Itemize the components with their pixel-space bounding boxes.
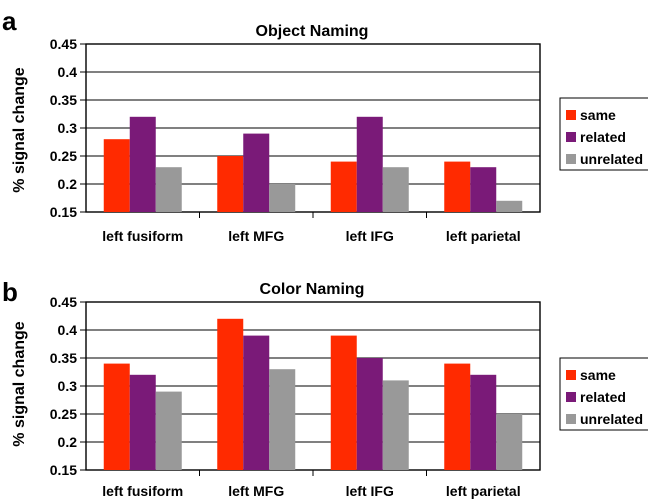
category-label-a-3: left parietal <box>446 228 521 244</box>
panel-label-b: b <box>2 277 18 307</box>
y-tick-label-a-1: 0.2 <box>58 176 78 192</box>
plot-area-a: 0.15 0.2 0.25 0.3 0.35 0.4 0.45 left fusiform le… <box>50 36 541 244</box>
y-tick-label-a-2: 0.25 <box>50 148 77 164</box>
panel-label-a: a <box>2 6 17 36</box>
bar-b-same-0 <box>103 363 130 470</box>
chart-title-b: Color Naming <box>260 281 365 298</box>
legend-label-b-same: same <box>580 367 616 383</box>
y-tick-label-b-4: 0.35 <box>50 350 77 366</box>
legend-a: same related unrelated <box>559 97 648 171</box>
bar-a-unrelated-1 <box>269 184 296 212</box>
legend-swatch-b-same <box>566 370 576 380</box>
bar-a-same-2 <box>330 161 357 212</box>
category-label-b-3: left parietal <box>446 483 521 499</box>
legend-label-a-same: same <box>580 107 616 123</box>
bar-b-related-2 <box>356 358 383 470</box>
legend-b: same related unrelated <box>559 357 648 431</box>
legend-swatch-a-unrelated <box>566 154 576 164</box>
y-tick-label-b-0: 0.15 <box>50 462 77 478</box>
legend-swatch-a-related <box>566 132 576 142</box>
panel-object-naming: a Object Naming % signal change 0.150.20… <box>2 6 648 244</box>
bar-b-unrelated-0 <box>155 391 182 470</box>
bar-a-same-0 <box>103 139 130 212</box>
category-label-b-1: left MFG <box>228 483 284 499</box>
category-label-b-0: left fusiform <box>102 483 183 499</box>
plot-area-b: 0.15 0.2 0.25 0.3 0.35 0.4 0.45 left fusiform le… <box>50 294 541 499</box>
category-label-a-2: left IFG <box>346 228 394 244</box>
category-label-b-2: left IFG <box>346 483 394 499</box>
y-tick-label-b-2: 0.25 <box>50 406 77 422</box>
bar-b-unrelated-1 <box>269 369 296 470</box>
y-tick-label-a-3: 0.3 <box>58 120 78 136</box>
bar-a-related-0 <box>129 116 156 212</box>
bar-b-same-2 <box>330 335 357 470</box>
y-tick-label-a-4: 0.35 <box>50 92 77 108</box>
bar-a-unrelated-0 <box>155 167 182 212</box>
legend-swatch-a-same <box>566 110 576 120</box>
y-tick-label-b-3: 0.3 <box>58 378 78 394</box>
legend-label-b-unrelated: unrelated <box>580 411 643 427</box>
legend-swatch-b-unrelated <box>566 414 576 424</box>
bar-b-unrelated-2 <box>382 380 409 470</box>
y-tick-label-b-1: 0.2 <box>58 434 78 450</box>
bar-b-related-3 <box>470 374 497 470</box>
bar-b-unrelated-3 <box>496 414 523 470</box>
legend-label-a-unrelated: unrelated <box>580 151 643 167</box>
y-tick-label-b-6: 0.45 <box>50 294 77 310</box>
bar-a-unrelated-3 <box>496 200 523 212</box>
bar-a-related-2 <box>356 116 383 212</box>
bar-a-same-1 <box>217 156 244 212</box>
category-label-a-0: left fusiform <box>102 228 183 244</box>
legend-label-b-related: related <box>580 389 626 405</box>
bar-a-related-1 <box>243 133 270 212</box>
bar-a-unrelated-2 <box>382 167 409 212</box>
bar-a-same-3 <box>444 161 471 212</box>
y-tick-label-a-5: 0.4 <box>58 64 78 80</box>
bar-b-same-1 <box>217 318 244 470</box>
bar-a-related-3 <box>470 167 497 212</box>
legend-label-a-related: related <box>580 129 626 145</box>
bar-b-related-1 <box>243 335 270 470</box>
y-tick-label-b-5: 0.4 <box>58 322 78 338</box>
panel-color-naming: b Color Naming % signal change 0.150.20.… <box>2 277 648 499</box>
y-axis-label-b: % signal change <box>11 321 28 446</box>
category-label-a-1: left MFG <box>228 228 284 244</box>
bar-b-same-3 <box>444 363 471 470</box>
bar-b-related-0 <box>129 374 156 470</box>
legend-swatch-b-related <box>566 392 576 402</box>
chart-title-a: Object Naming <box>256 23 369 40</box>
y-axis-label-a: % signal change <box>11 67 28 192</box>
y-tick-label-a-0: 0.15 <box>50 204 77 220</box>
y-tick-label-a-6: 0.45 <box>50 36 77 52</box>
